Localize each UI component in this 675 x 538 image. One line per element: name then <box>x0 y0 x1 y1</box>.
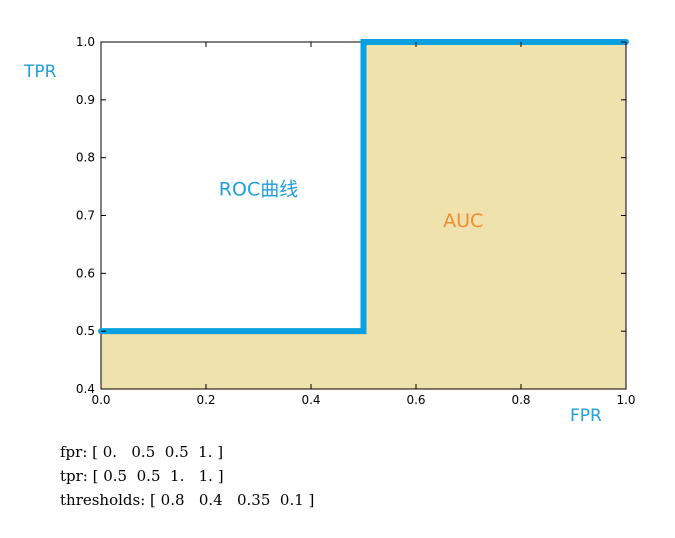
x-tick-label: 0.8 <box>511 393 530 407</box>
chart-annotation: ROC曲线 <box>219 178 298 200</box>
x-tick-label: 0.0 <box>91 393 110 407</box>
x-tick-label: 0.6 <box>406 393 425 407</box>
x-tick-label: 1.0 <box>616 393 635 407</box>
y-tick-label: 1.0 <box>76 35 95 49</box>
y-tick-label: 0.7 <box>76 209 95 223</box>
y-tick-label: 0.6 <box>76 266 95 280</box>
console-output: fpr: [ 0. 0.5 0.5 1. ] tpr: [ 0.5 0.5 1. … <box>60 440 314 512</box>
y-tick-label: 0.9 <box>76 93 95 107</box>
y-tick-label: 0.5 <box>76 324 95 338</box>
x-tick-label: 0.4 <box>301 393 320 407</box>
roc-curve-line <box>98 39 629 335</box>
console-line-tpr: tpr: [ 0.5 0.5 1. 1. ] <box>60 467 224 485</box>
chart-annotation: AUC <box>443 210 483 232</box>
y-axis-label: TPR <box>23 62 57 82</box>
x-axis-label: FPR <box>570 406 602 426</box>
console-line-fpr: fpr: [ 0. 0.5 0.5 1. ] <box>60 443 224 461</box>
axis-ticks: 0.0 0.2 0.4 0.6 0.8 1.0 0.4 0.5 0.6 0.7 0.8 0.9 1.0 <box>76 35 636 407</box>
annotations: ROC曲线 AUC <box>219 178 484 232</box>
y-tick-label: 0.8 <box>76 151 95 165</box>
x-tick-label: 0.2 <box>196 393 215 407</box>
plot-area <box>98 39 629 390</box>
y-tick-label: 0.4 <box>76 382 95 396</box>
console-line-thresholds: thresholds: [ 0.8 0.4 0.35 0.1 ] <box>60 491 315 509</box>
roc-chart: 0.0 0.2 0.4 0.6 0.8 1.00.40.50.60.70.80.91.0 … <box>23 35 636 426</box>
